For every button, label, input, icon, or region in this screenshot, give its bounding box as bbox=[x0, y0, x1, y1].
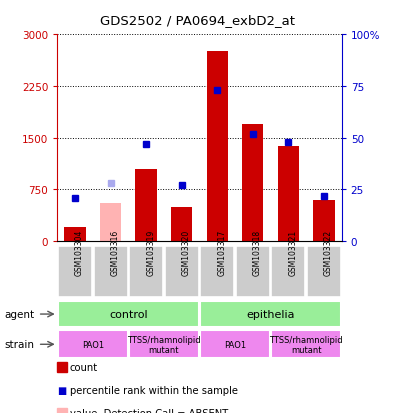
Bar bbox=[171, 207, 192, 242]
Text: GSM103317: GSM103317 bbox=[217, 229, 226, 275]
FancyBboxPatch shape bbox=[58, 301, 199, 327]
FancyBboxPatch shape bbox=[271, 330, 341, 358]
Bar bbox=[313, 201, 335, 242]
FancyBboxPatch shape bbox=[58, 247, 92, 297]
Bar bbox=[135, 169, 157, 242]
Text: PAO1: PAO1 bbox=[82, 340, 104, 349]
Bar bbox=[64, 228, 86, 242]
Text: GSM103318: GSM103318 bbox=[253, 229, 262, 275]
FancyBboxPatch shape bbox=[307, 247, 341, 297]
FancyBboxPatch shape bbox=[271, 247, 305, 297]
FancyBboxPatch shape bbox=[58, 330, 128, 358]
Bar bbox=[100, 204, 121, 242]
Text: strain: strain bbox=[4, 339, 34, 349]
FancyBboxPatch shape bbox=[94, 247, 128, 297]
Text: epithelia: epithelia bbox=[246, 309, 295, 319]
Text: GSM103316: GSM103316 bbox=[111, 229, 120, 275]
Bar bbox=[207, 52, 228, 242]
Text: GSM103321: GSM103321 bbox=[288, 229, 297, 275]
Text: GSM103319: GSM103319 bbox=[146, 229, 155, 275]
Text: TTSS/rhamnolipid
mutant: TTSS/rhamnolipid mutant bbox=[269, 335, 343, 354]
FancyBboxPatch shape bbox=[129, 247, 163, 297]
Text: TTSS/rhamnolipid
mutant: TTSS/rhamnolipid mutant bbox=[127, 335, 201, 354]
FancyBboxPatch shape bbox=[165, 247, 199, 297]
FancyBboxPatch shape bbox=[129, 330, 199, 358]
Text: agent: agent bbox=[4, 309, 34, 319]
FancyBboxPatch shape bbox=[200, 330, 270, 358]
FancyBboxPatch shape bbox=[200, 247, 234, 297]
Bar bbox=[242, 125, 263, 242]
Text: GSM103320: GSM103320 bbox=[182, 229, 191, 275]
Text: value, Detection Call = ABSENT: value, Detection Call = ABSENT bbox=[70, 408, 228, 413]
Text: GDS2502 / PA0694_exbD2_at: GDS2502 / PA0694_exbD2_at bbox=[100, 14, 295, 27]
Text: PAO1: PAO1 bbox=[224, 340, 246, 349]
Bar bbox=[278, 147, 299, 242]
FancyBboxPatch shape bbox=[236, 247, 270, 297]
Text: percentile rank within the sample: percentile rank within the sample bbox=[70, 385, 238, 395]
Text: control: control bbox=[109, 309, 148, 319]
Text: GSM103304: GSM103304 bbox=[75, 229, 84, 275]
Text: GSM103322: GSM103322 bbox=[324, 229, 333, 275]
Text: count: count bbox=[70, 363, 98, 373]
FancyBboxPatch shape bbox=[200, 301, 341, 327]
Text: ■: ■ bbox=[57, 385, 67, 395]
